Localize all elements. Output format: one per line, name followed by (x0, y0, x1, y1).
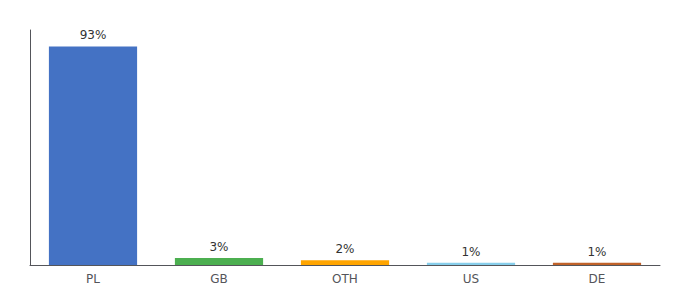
svg-text:PL: PL (86, 272, 100, 286)
svg-text:DE: DE (589, 272, 606, 286)
svg-text:1%: 1% (587, 245, 606, 259)
svg-text:OTH: OTH (332, 272, 358, 286)
svg-text:2%: 2% (335, 242, 354, 256)
svg-text:US: US (463, 272, 479, 286)
svg-text:GB: GB (210, 272, 228, 286)
svg-text:93%: 93% (80, 28, 107, 42)
svg-text:1%: 1% (461, 245, 480, 259)
svg-text:3%: 3% (209, 240, 228, 254)
